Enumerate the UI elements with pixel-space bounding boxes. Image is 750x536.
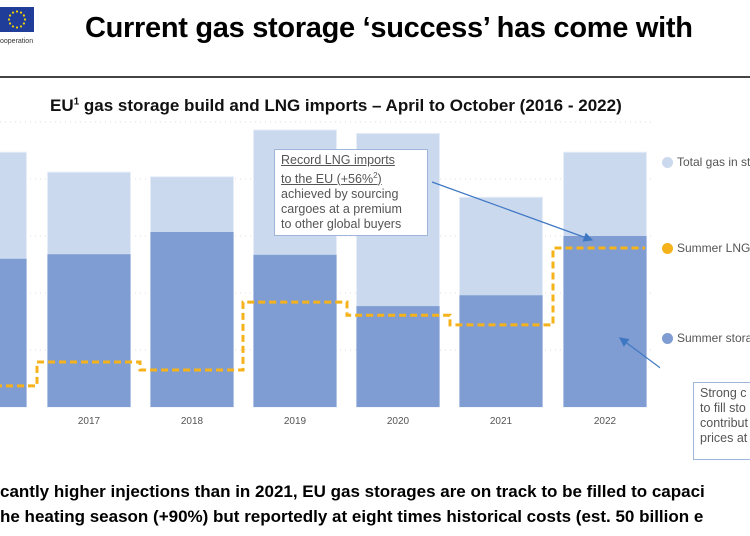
footnote-marker: 1 (73, 96, 80, 108)
eu-star-icon (15, 10, 19, 13)
eu-star-icon (11, 11, 15, 14)
lng-step-line (0, 246, 645, 388)
lng-callout: Record LNG imports to the EU (+56%2) ach… (274, 149, 428, 237)
legend-label: Total gas in sto (677, 155, 750, 169)
bar-storage-2022 (563, 236, 647, 407)
eu-star-icon (8, 14, 12, 17)
bar-storage-2017 (47, 254, 131, 407)
bar-storage-2021 (459, 295, 543, 407)
callout-line: contribut (700, 416, 748, 430)
logo-caption: ooperation (0, 38, 34, 45)
legend-dot-icon (662, 332, 673, 344)
eu-star-icon (19, 11, 23, 14)
legend-dot-icon (662, 156, 673, 168)
legend-total-gas: Total gas in sto (662, 155, 750, 169)
callout-line: prices at (700, 431, 748, 445)
eu-flag-logo (0, 7, 34, 32)
footnote-marker: 2 (373, 171, 378, 180)
eu-star-icon (22, 14, 26, 17)
title-divider (0, 76, 750, 78)
chart-title-prefix: EU (50, 96, 74, 115)
legend-label: Summer LNG (677, 241, 750, 255)
eu-star-icon (23, 18, 27, 21)
eu-star-icon (7, 18, 11, 21)
eu-star-icon (22, 22, 26, 25)
legend-label: Summer storag (677, 331, 750, 345)
legend-summer-lng: Summer LNG (662, 241, 750, 255)
x-tick-label: 2018 (181, 416, 204, 427)
body-text-line: cantly higher injections than in 2021, E… (0, 482, 705, 501)
callout-line: to fill sto (700, 401, 746, 415)
bar-storage-2020 (356, 306, 440, 407)
callout-text: ) (377, 172, 382, 187)
x-tick-label: 2020 (387, 416, 410, 427)
callout-text: to the EU (+56% (281, 172, 374, 187)
callout-arrow-lng (431, 181, 594, 242)
callout-line: Strong c (700, 386, 747, 400)
callout-line: to other global buyers (281, 217, 402, 232)
chart-title: EU1 gas storage build and LNG imports – … (50, 96, 622, 116)
legend-summer-storage: Summer storag (662, 331, 750, 345)
page-title: Current gas storage ‘success’ has come w… (85, 12, 693, 44)
callout-line: Record LNG imports (281, 153, 395, 167)
legend-dot-icon (662, 242, 673, 254)
eu-star-icon (15, 26, 19, 29)
bar-storage-2019 (253, 254, 337, 407)
eu-star-icon (19, 25, 23, 28)
eu-star-icon (8, 22, 12, 25)
x-tick-label: 2022 (594, 416, 617, 427)
callout-line: cargoes at a premium (281, 202, 402, 217)
x-tick-label: 2021 (490, 416, 513, 427)
callout-arrow-storage (619, 337, 660, 369)
body-text-line: he heating season (+90%) but reportedly … (0, 507, 704, 526)
callout-line: to the EU (+56%2) (281, 168, 421, 187)
eu-stars-icon (7, 10, 27, 29)
storage-callout: Strong c to fill sto contribut prices at (693, 382, 750, 460)
x-tick-label: 2019 (284, 416, 307, 427)
bar-storage-2016 (0, 258, 27, 407)
callout-line: achieved by sourcing (281, 187, 399, 202)
eu-star-icon (11, 25, 15, 28)
x-tick-label: 2017 (78, 416, 101, 427)
bar-storage-2018 (150, 232, 234, 407)
chart-title-rest: gas storage build and LNG imports – Apri… (79, 96, 622, 115)
